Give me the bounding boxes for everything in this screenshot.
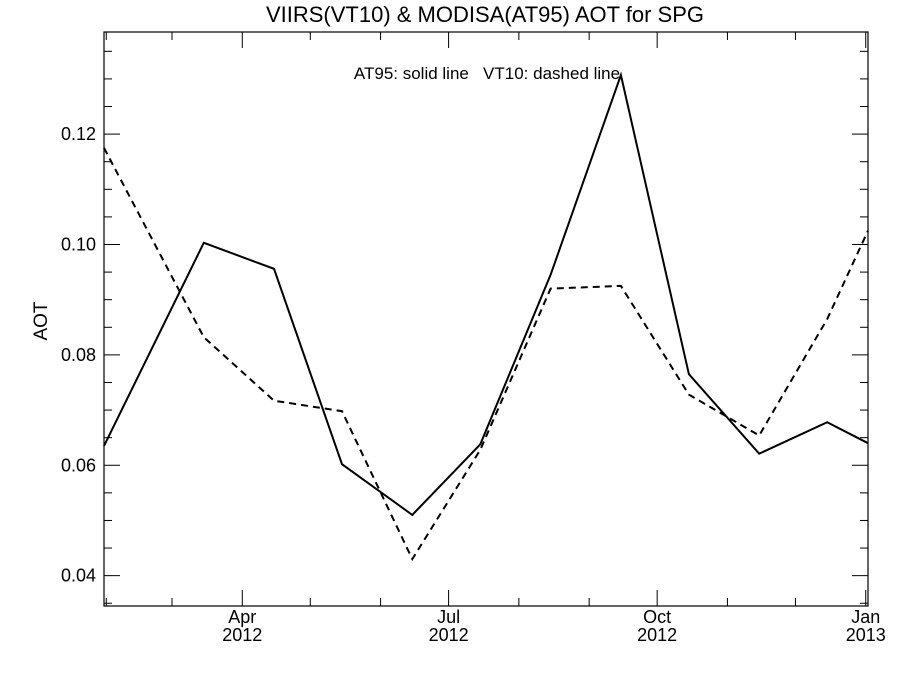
y-tick-label: 0.06: [61, 455, 96, 475]
series-at95-line: [103, 71, 869, 517]
y-axis-label: AOT: [31, 301, 52, 340]
x-tick-year-label: 2012: [637, 625, 677, 645]
x-tick-month-label: Jan: [851, 607, 880, 627]
x-tick-year-label: 2013: [846, 625, 886, 645]
series-style-annotation: AT95: solid line VT10: dashed line: [354, 64, 620, 83]
x-tick-month-label: Oct: [643, 607, 671, 627]
y-tick-label: 0.10: [61, 234, 96, 254]
y-tick-label: 0.04: [61, 566, 96, 586]
x-tick-month-label: Apr: [228, 607, 256, 627]
axis-ticks: 0.040.060.080.100.12Apr2012Jul2012Oct201…: [61, 32, 886, 645]
y-tick-label: 0.08: [61, 345, 96, 365]
chart-title: VIIRS(VT10) & MODISA(AT95) AOT for SPG: [266, 2, 704, 27]
x-tick-year-label: 2012: [222, 625, 262, 645]
plot-frame: [103, 31, 869, 607]
x-tick-year-label: 2012: [429, 625, 469, 645]
y-tick-label: 0.12: [61, 124, 96, 144]
series-vt10-line: [103, 147, 869, 562]
x-tick-month-label: Jul: [437, 607, 460, 627]
series-lines: [103, 71, 869, 562]
